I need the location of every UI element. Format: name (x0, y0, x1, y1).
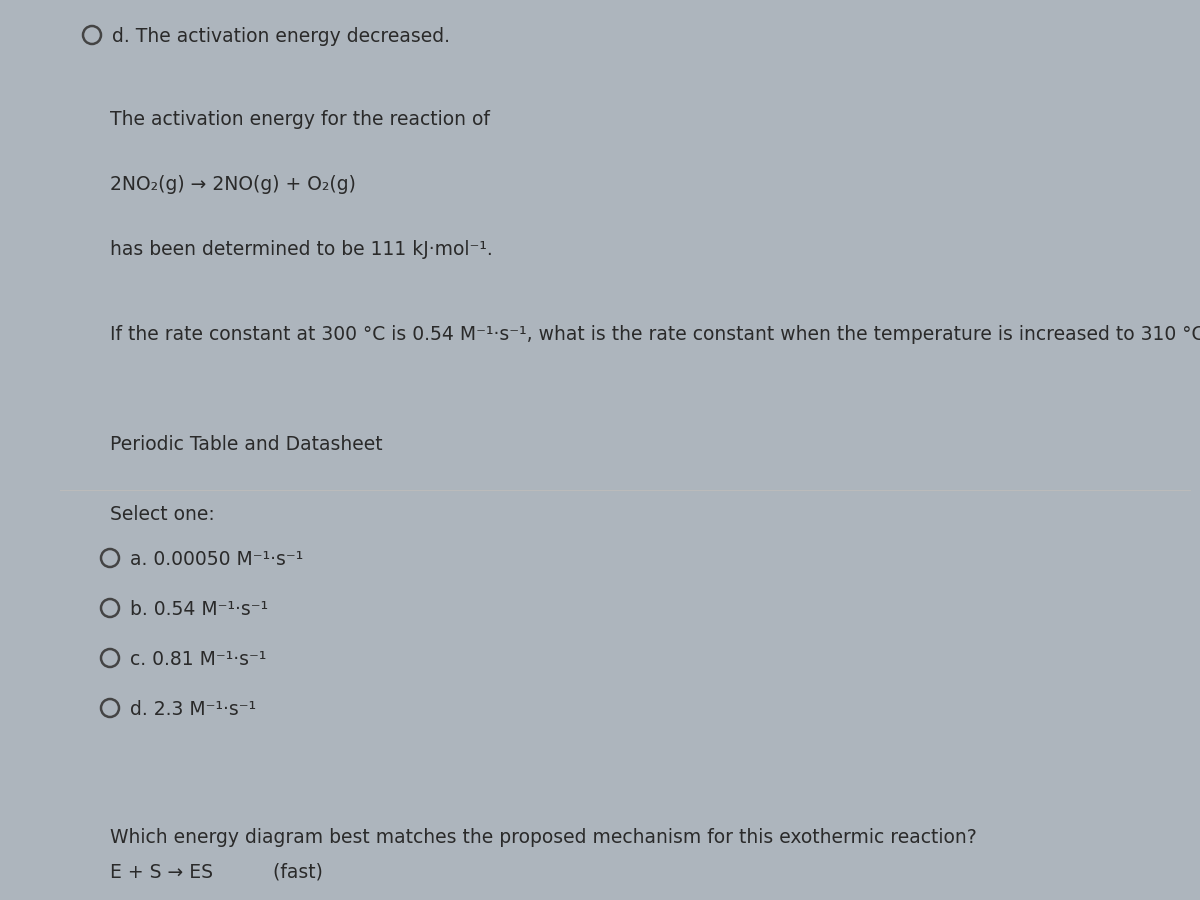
Text: b. 0.54 M⁻¹·s⁻¹: b. 0.54 M⁻¹·s⁻¹ (130, 600, 268, 619)
Text: a. 0.00050 M⁻¹·s⁻¹: a. 0.00050 M⁻¹·s⁻¹ (130, 550, 304, 569)
Text: Periodic Table and Datasheet: Periodic Table and Datasheet (110, 435, 383, 454)
Text: Which energy diagram best matches the proposed mechanism for this exothermic rea: Which energy diagram best matches the pr… (110, 828, 977, 847)
Text: E + S → ES          (fast): E + S → ES (fast) (110, 863, 323, 882)
Text: Select one:: Select one: (110, 505, 215, 524)
Text: 2NO₂(g) → 2NO(g) + O₂(g): 2NO₂(g) → 2NO(g) + O₂(g) (110, 175, 356, 194)
Text: The activation energy for the reaction of: The activation energy for the reaction o… (110, 110, 490, 129)
Text: d. The activation energy decreased.: d. The activation energy decreased. (112, 27, 450, 46)
Text: If the rate constant at 300 °C is 0.54 M⁻¹·s⁻¹, what is the rate constant when t: If the rate constant at 300 °C is 0.54 M… (110, 325, 1200, 344)
Text: d. 2.3 M⁻¹·s⁻¹: d. 2.3 M⁻¹·s⁻¹ (130, 700, 256, 719)
Text: c. 0.81 M⁻¹·s⁻¹: c. 0.81 M⁻¹·s⁻¹ (130, 650, 266, 669)
Text: has been determined to be 111 kJ·mol⁻¹.: has been determined to be 111 kJ·mol⁻¹. (110, 240, 493, 259)
